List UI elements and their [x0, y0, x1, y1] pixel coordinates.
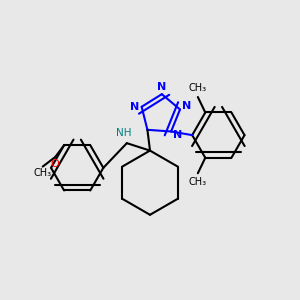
Text: N: N: [130, 102, 139, 112]
Text: N: N: [157, 82, 167, 92]
Text: CH₃: CH₃: [33, 168, 51, 178]
Text: NH: NH: [116, 128, 132, 138]
Text: CH₃: CH₃: [189, 83, 207, 94]
Text: N: N: [182, 101, 191, 111]
Text: N: N: [173, 130, 182, 140]
Text: CH₃: CH₃: [189, 177, 207, 187]
Text: O: O: [50, 159, 59, 169]
